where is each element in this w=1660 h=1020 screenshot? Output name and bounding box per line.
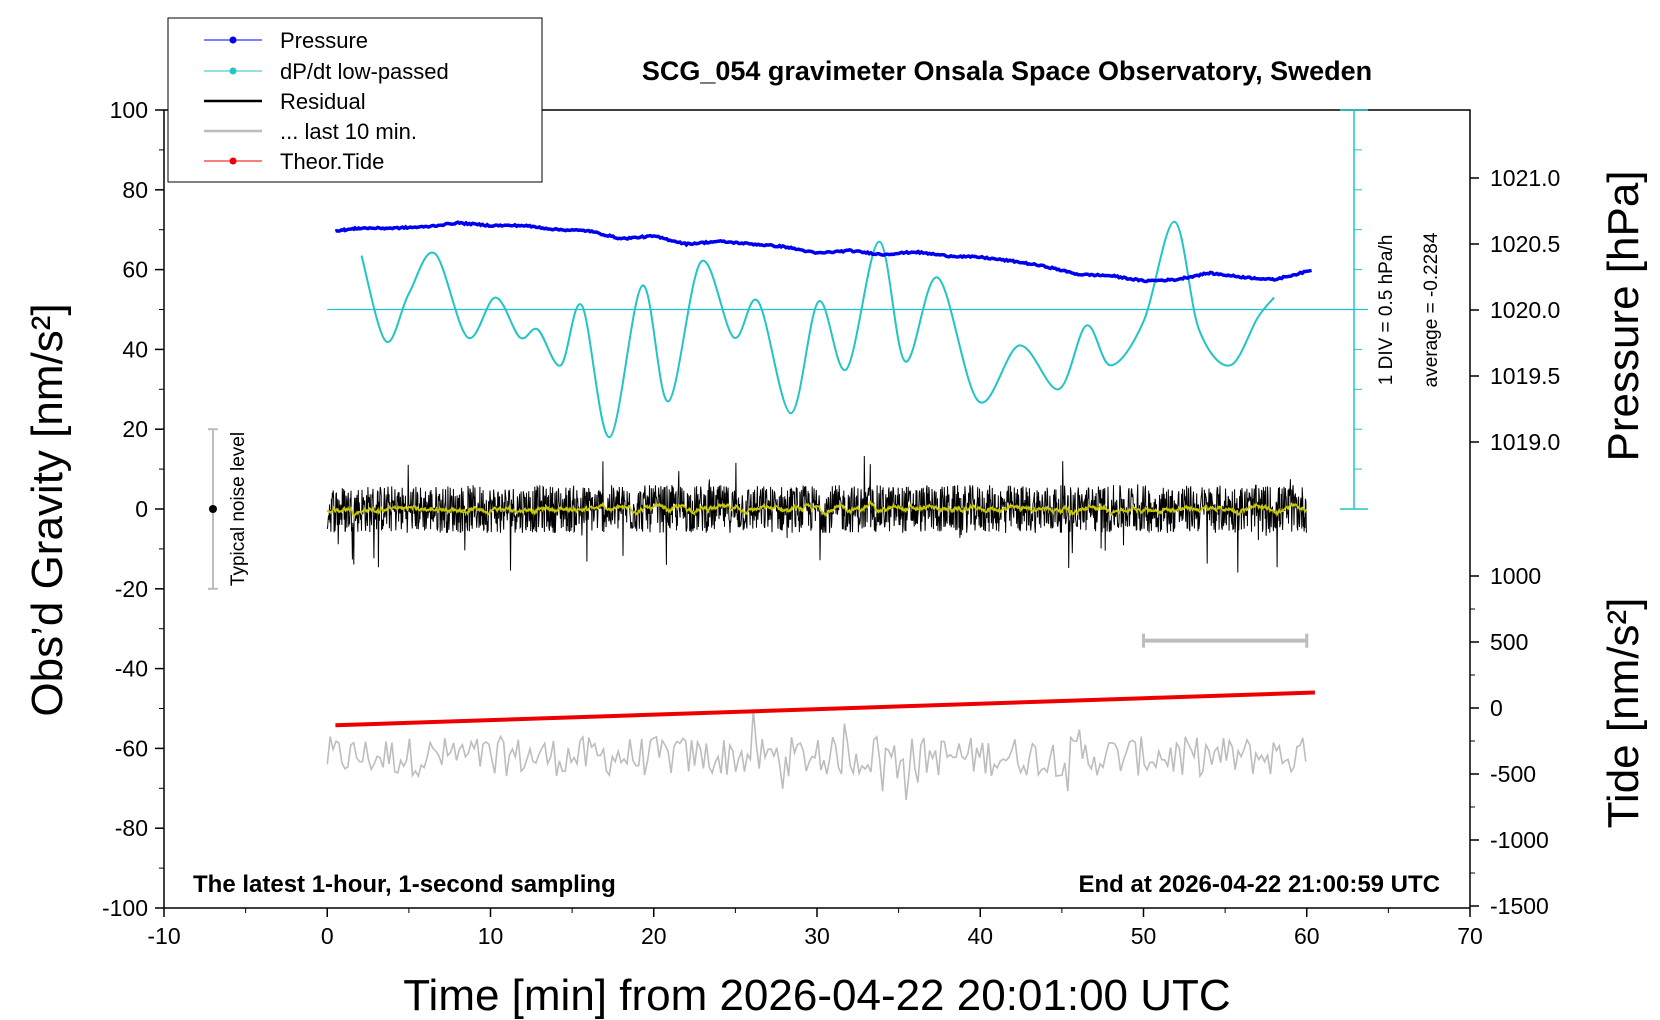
legend-marker-pressure [229,36,237,44]
y-tick-label-left: 60 [122,257,148,283]
legend-label-last10: ... last 10 min. [280,119,417,144]
x-tick-label: -10 [147,923,180,949]
y-tick-label-left: 100 [110,97,148,123]
legend-label-tide: Theor.Tide [280,149,384,174]
pressure-tick-label: 1021.0 [1490,165,1560,191]
pressure-tick-label: 1019.0 [1490,429,1560,455]
bottom-left-annotation: The latest 1-hour, 1-second sampling [193,871,616,898]
series-pressure-line [334,220,1312,284]
y-tick-label-left: 40 [122,336,148,362]
y-tick-label-left: -100 [102,895,148,921]
series-residual-smoothed-line [326,500,1308,521]
x-tick-label: 70 [1457,923,1483,949]
series-residual-line [326,455,1307,573]
y-tick-label-left: -40 [115,656,148,682]
y-tick-label-left: 20 [122,416,148,442]
series-tide-line [335,690,1315,728]
legend-label-dpdt: dP/dt low-passed [280,59,449,84]
y-axis-title-left: Obs’d Gravity [nm/s²] [23,303,72,716]
y-tick-label-left: -60 [115,735,148,761]
y-tick-label-left: -20 [115,576,148,602]
tide-tick-label: 500 [1490,629,1528,655]
tide-tick-label: 0 [1490,695,1503,721]
legend-marker-tide [229,157,237,165]
x-tick-label: 60 [1294,923,1320,949]
y-tick-label-left: 80 [122,177,148,203]
pressure-tick-label: 1019.5 [1490,363,1560,389]
legend-marker-dpdt [229,67,237,75]
legend-label-residual: Residual [280,89,366,114]
x-tick-label: 40 [967,923,993,949]
chart-title: SCG_054 gravimeter Onsala Space Observat… [642,56,1372,86]
noise-level-dot [208,505,217,513]
legend: Pressure dP/dt low-passed Residual ... l… [167,17,543,183]
y-axis-title-pressure: Pressure [hPa] [1599,170,1648,461]
tide-tick-label: -1000 [1490,827,1549,853]
noise-level-label: Typical noise level [228,432,249,586]
y-axis-title-tide: Tide [nm/s²] [1599,598,1648,829]
y-tick-label-left: -80 [115,815,148,841]
axes-ticks: -10 0 10 20 30 40 50 60 70100806040200-20-40-60-… [102,97,1560,949]
y-tick-label-left: 0 [135,496,148,522]
x-tick-label: 0 [321,923,334,949]
tide-tick-label: -500 [1490,761,1536,787]
series-layer [207,109,1368,801]
pressure-tick-label: 1020.0 [1490,297,1560,323]
scale-average-label: average = -0.2284 [1421,232,1442,387]
bottom-right-annotation: End at 2026-04-22 21:00:59 UTC [1079,871,1441,898]
legend-label-pressure: Pressure [280,28,368,53]
x-tick-label: 10 [478,923,504,949]
x-tick-label: 50 [1131,923,1157,949]
x-tick-label: 20 [641,923,667,949]
x-axis-title: Time [min] from 2026-04-22 20:01:00 UTC [403,971,1230,1020]
scale-div-label: 1 DIV = 0.5 hPa/h [1376,235,1397,386]
x-tick-label: 30 [804,923,830,949]
tide-tick-label: 1000 [1490,563,1541,589]
series-dpdt-line [360,220,1275,439]
tide-tick-label: -1500 [1490,893,1549,919]
series-last10-line [326,709,1307,801]
pressure-tick-label: 1020.5 [1490,231,1560,257]
